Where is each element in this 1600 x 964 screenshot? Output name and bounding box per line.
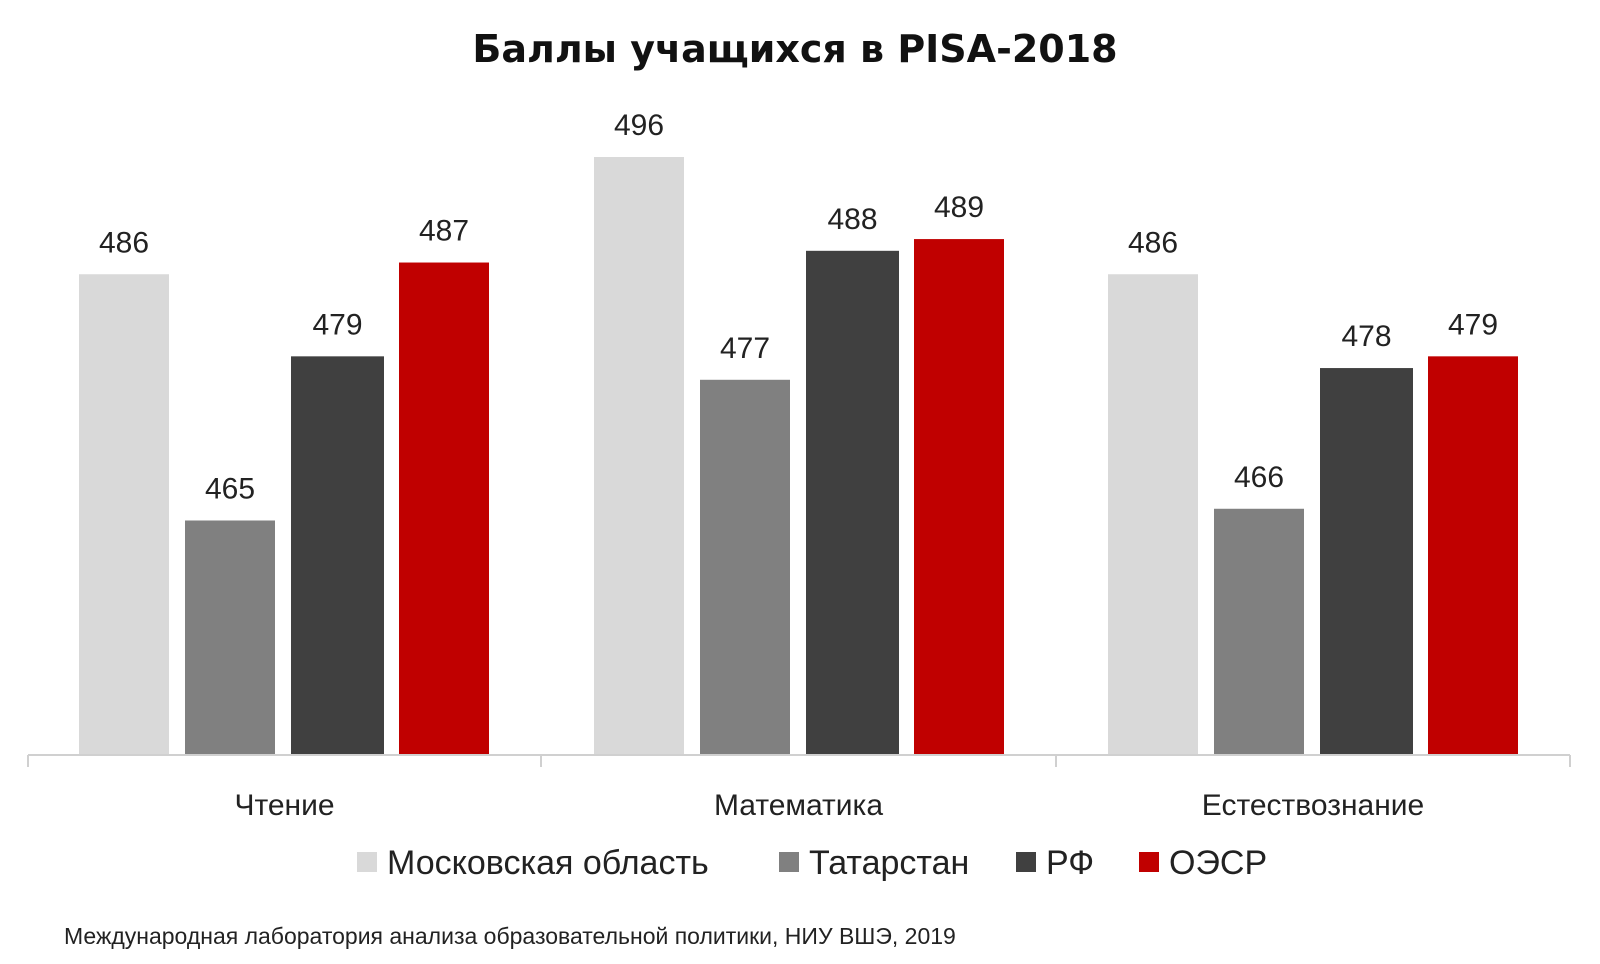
- value-label-reading-moscow-region: 486: [99, 226, 149, 259]
- category-labels: Чтение Математика Естествознание: [234, 789, 1424, 822]
- value-labels: 486 465 479 487 496 477 488 489 486 466 478 479: [99, 109, 1498, 505]
- legend: Московская область Татарстан РФ ОЭСР: [357, 844, 1267, 882]
- chart-title: Баллы учащихся в PISA-2018: [472, 27, 1117, 71]
- bar-math-tatarstan: [700, 379, 790, 755]
- value-label-reading-rf: 479: [312, 308, 362, 341]
- bar-math-rf: [806, 250, 899, 755]
- value-label-reading-tatarstan: 465: [205, 472, 255, 505]
- bar-reading-oecd: [399, 262, 489, 755]
- legend-swatch-rf: [1016, 852, 1036, 872]
- value-label-math-rf: 488: [827, 203, 877, 236]
- value-label-science-moscow-region: 486: [1128, 226, 1178, 259]
- value-label-math-tatarstan: 477: [720, 332, 770, 365]
- bar-reading-rf: [291, 356, 384, 755]
- value-label-math-oecd: 489: [934, 191, 984, 224]
- category-label-science: Естествознание: [1202, 789, 1424, 822]
- legend-swatch-moscow-region: [357, 852, 377, 872]
- legend-label-rf: РФ: [1046, 844, 1094, 882]
- category-label-math: Математика: [714, 789, 883, 822]
- bar-reading-tatarstan: [185, 520, 275, 755]
- legend-label-tatarstan: Татарстан: [809, 844, 969, 882]
- value-label-science-tatarstan: 466: [1234, 461, 1284, 494]
- legend-label-moscow-region: Московская область: [387, 844, 709, 882]
- bar-math-oecd: [914, 239, 1004, 755]
- x-axis-ticks: [27, 755, 1571, 767]
- legend-swatch-oecd: [1139, 852, 1159, 872]
- bar-science-oecd: [1428, 356, 1518, 755]
- legend-swatch-tatarstan: [779, 852, 799, 872]
- bar-science-tatarstan: [1214, 508, 1304, 755]
- bar-math-moscow-region: [594, 157, 684, 755]
- bar-reading-moscow-region: [79, 274, 169, 755]
- value-label-science-rf: 478: [1341, 320, 1391, 353]
- value-label-science-oecd: 479: [1448, 308, 1498, 341]
- source-note: Международная лаборатория анализа образо…: [64, 923, 956, 949]
- category-label-reading: Чтение: [234, 789, 334, 822]
- value-label-math-moscow-region: 496: [614, 109, 664, 142]
- legend-label-oecd: ОЭСР: [1169, 844, 1267, 882]
- bar-science-rf: [1320, 368, 1413, 755]
- bar-science-moscow-region: [1108, 274, 1198, 755]
- bar-group: [79, 157, 1518, 755]
- value-label-reading-oecd: 487: [419, 215, 469, 248]
